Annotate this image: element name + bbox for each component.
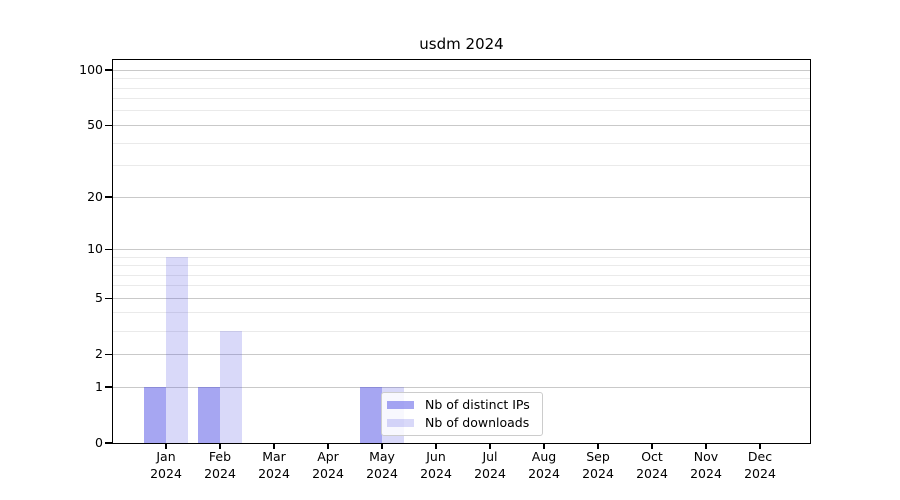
bar bbox=[198, 387, 220, 443]
major-gridline bbox=[113, 353, 810, 355]
y-tick-label: 10 bbox=[87, 241, 103, 257]
minor-gridline bbox=[113, 312, 810, 314]
y-tick-label: 1 bbox=[95, 379, 103, 394]
y-tick-mark bbox=[105, 297, 113, 300]
x-tick-label: Jan 2024 bbox=[136, 448, 196, 482]
minor-gridline bbox=[113, 330, 810, 332]
x-tick-label: Aug 2024 bbox=[514, 448, 574, 482]
y-tick-mark bbox=[105, 442, 113, 444]
x-tick-mark bbox=[273, 444, 275, 449]
major-gridline bbox=[113, 297, 810, 299]
legend-item-downloads: Nb of downloads bbox=[387, 415, 538, 431]
y-tick-mark bbox=[105, 353, 113, 355]
legend-item-distinct-ips: Nb of distinct IPs bbox=[387, 397, 538, 413]
y-tick-mark bbox=[105, 248, 113, 251]
chart-title: usdm 2024 bbox=[419, 35, 504, 53]
legend-label-distinct-ips: Nb of distinct IPs bbox=[425, 397, 530, 412]
bar bbox=[360, 387, 382, 443]
minor-gridline bbox=[113, 87, 810, 89]
legend: Nb of distinct IPs Nb of downloads bbox=[381, 392, 543, 436]
x-tick-month: Aug bbox=[531, 449, 557, 464]
x-tick-year: 2024 bbox=[258, 466, 290, 481]
x-tick-label: Mar 2024 bbox=[244, 448, 304, 482]
x-tick-year: 2024 bbox=[420, 466, 452, 481]
x-tick-month: Jun bbox=[426, 449, 446, 464]
y-tick-label: 0 bbox=[95, 435, 103, 450]
x-tick-label: Apr 2024 bbox=[298, 448, 358, 482]
x-tick-month: Nov bbox=[693, 449, 719, 464]
plot-area bbox=[112, 59, 811, 444]
y-tick-mark bbox=[105, 124, 113, 127]
x-tick-year: 2024 bbox=[204, 466, 236, 481]
x-tick-label: Jun 2024 bbox=[406, 448, 466, 482]
x-tick-month: May bbox=[369, 449, 395, 464]
x-tick-year: 2024 bbox=[582, 466, 614, 481]
major-gridline bbox=[113, 196, 810, 198]
legend-label-downloads: Nb of downloads bbox=[425, 415, 530, 430]
y-tick-mark bbox=[105, 69, 113, 71]
y-tick-mark bbox=[105, 386, 113, 388]
minor-gridline bbox=[113, 78, 810, 80]
major-gridline bbox=[113, 248, 810, 250]
major-gridline bbox=[113, 124, 810, 126]
x-tick-year: 2024 bbox=[636, 466, 668, 481]
y-tick-label: 20 bbox=[87, 189, 103, 205]
x-tick-label: May 2024 bbox=[352, 448, 412, 482]
bar bbox=[166, 257, 188, 443]
x-tick-year: 2024 bbox=[366, 466, 398, 481]
x-tick-year: 2024 bbox=[474, 466, 506, 481]
x-tick-mark bbox=[165, 444, 167, 449]
x-tick-mark bbox=[759, 444, 761, 449]
x-tick-year: 2024 bbox=[528, 466, 560, 481]
minor-gridline bbox=[113, 142, 810, 144]
x-tick-month: Dec bbox=[747, 449, 773, 464]
minor-gridline bbox=[113, 165, 810, 167]
x-tick-mark bbox=[435, 444, 437, 449]
x-tick-label: Dec 2024 bbox=[730, 448, 790, 482]
x-tick-mark bbox=[489, 444, 491, 449]
x-tick-mark bbox=[543, 444, 545, 449]
x-tick-label: Feb 2024 bbox=[190, 448, 250, 482]
x-tick-mark bbox=[705, 444, 707, 449]
x-tick-label: Jul 2024 bbox=[460, 448, 520, 482]
x-tick-mark bbox=[327, 444, 329, 449]
major-gridline bbox=[113, 69, 810, 71]
x-tick-month: Mar bbox=[262, 449, 286, 464]
y-tick-label: 2 bbox=[95, 346, 103, 362]
downloads-swatch-icon bbox=[387, 419, 414, 427]
x-tick-year: 2024 bbox=[690, 466, 722, 481]
minor-gridline bbox=[113, 110, 810, 112]
x-tick-month: Jul bbox=[482, 449, 498, 464]
minor-gridline bbox=[113, 285, 810, 287]
distinct-ips-swatch-icon bbox=[387, 401, 414, 409]
minor-gridline bbox=[113, 274, 810, 276]
y-tick-mark bbox=[105, 196, 113, 198]
x-tick-mark bbox=[651, 444, 653, 449]
x-tick-mark bbox=[381, 444, 383, 449]
y-tick-label: 50 bbox=[87, 117, 103, 133]
x-tick-mark bbox=[597, 444, 599, 449]
x-tick-year: 2024 bbox=[312, 466, 344, 481]
minor-gridline bbox=[113, 256, 810, 258]
x-tick-year: 2024 bbox=[744, 466, 776, 481]
y-tick-label: 100 bbox=[79, 62, 103, 78]
x-tick-month: Apr bbox=[317, 449, 339, 464]
x-tick-month: Feb bbox=[208, 449, 232, 464]
x-tick-year: 2024 bbox=[150, 466, 182, 481]
minor-gridline bbox=[113, 265, 810, 266]
bar bbox=[220, 331, 242, 443]
x-tick-month: Oct bbox=[641, 449, 663, 464]
x-tick-month: Jan bbox=[156, 449, 176, 464]
y-tick-label: 5 bbox=[95, 290, 103, 306]
minor-gridline bbox=[113, 98, 810, 100]
bar bbox=[144, 387, 166, 443]
x-tick-label: Sep 2024 bbox=[568, 448, 628, 482]
x-tick-label: Oct 2024 bbox=[622, 448, 682, 482]
x-tick-label: Nov 2024 bbox=[676, 448, 736, 482]
x-tick-mark bbox=[219, 444, 221, 449]
major-gridline bbox=[113, 386, 810, 388]
x-tick-month: Sep bbox=[586, 449, 610, 464]
